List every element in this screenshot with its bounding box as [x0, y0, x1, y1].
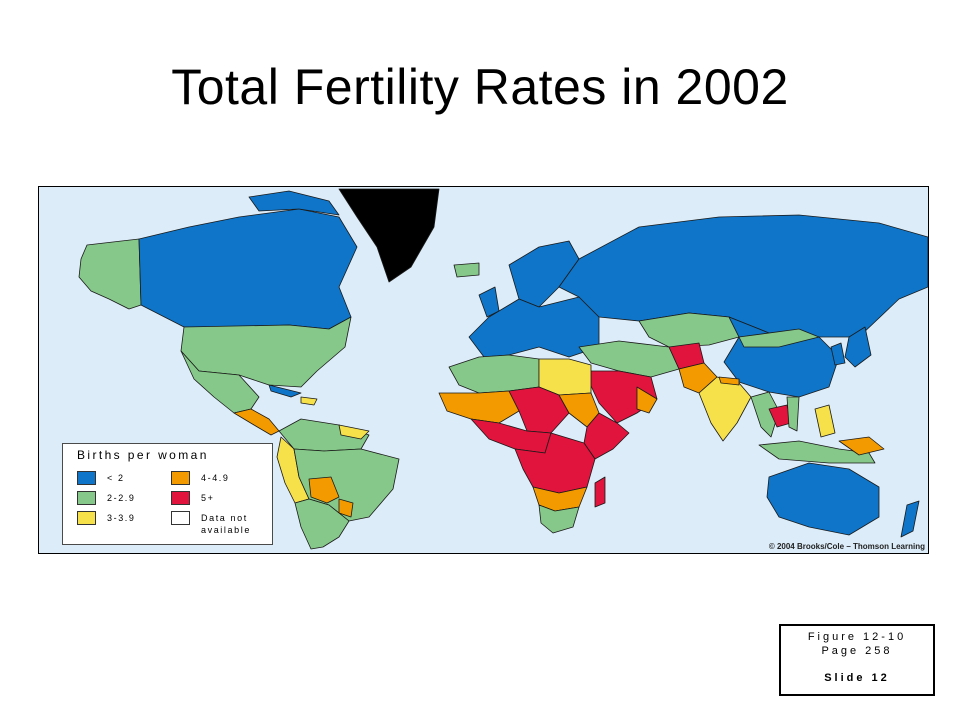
region-southern-cone: [294, 498, 350, 550]
slide-number: Slide 12: [824, 672, 890, 684]
legend-label-moderate: 3-3.9: [107, 513, 136, 523]
legend-swatch-no-data: [171, 511, 190, 525]
region-caribbean: [300, 396, 318, 406]
region-alaska: [78, 238, 142, 310]
page-number: Page 258: [821, 645, 893, 657]
map-legend: Births per woman < 2 4-4.9 2-2.9 5+ 3-3.…: [62, 443, 273, 545]
figure-number: Figure 12-10: [807, 631, 907, 643]
legend-label-low: < 2: [107, 473, 125, 483]
region-paraguay: [338, 498, 354, 518]
legend-swatch-moderate: [77, 511, 96, 525]
legend-swatch-replacement: [77, 491, 96, 505]
region-nepal: [718, 376, 740, 386]
legend-swatch-high: [171, 471, 190, 485]
region-guyana: [338, 424, 370, 440]
legend-label-high: 4-4.9: [201, 473, 230, 483]
legend-swatch-very-high: [171, 491, 190, 505]
slide-title: Total Fertility Rates in 2002: [171, 59, 789, 115]
region-philippines: [814, 404, 836, 438]
region-turkey-iran: [578, 340, 680, 378]
region-indonesia: [758, 440, 876, 464]
region-russia: [558, 214, 928, 338]
region-sahel-west: [438, 390, 520, 424]
region-new-zealand: [900, 500, 920, 538]
region-cuba: [268, 384, 302, 398]
region-brazil: [293, 448, 400, 522]
legend-label-no-data: Data not available: [201, 513, 251, 535]
region-india: [698, 376, 752, 442]
region-mongolia: [738, 328, 820, 348]
legend-title: Births per woman: [77, 448, 209, 462]
region-canada: [138, 208, 358, 330]
world-fertility-map: Births per woman < 2 4-4.9 2-2.9 5+ 3-3.…: [38, 186, 929, 554]
region-korea: [830, 342, 846, 366]
region-oman: [636, 386, 658, 414]
region-greenland: [338, 188, 440, 283]
region-south-africa: [538, 504, 580, 534]
region-sahel-central: [508, 386, 570, 434]
region-congo-basin: [514, 432, 596, 494]
region-morocco-algeria: [448, 354, 540, 394]
region-madagascar: [594, 476, 606, 508]
region-central-america: [233, 408, 280, 436]
region-kazakhstan: [638, 312, 740, 348]
region-libya-egypt: [538, 358, 592, 396]
region-myanmar-thailand: [750, 391, 780, 438]
region-australia: [766, 462, 880, 536]
region-vietnam: [786, 396, 800, 432]
region-iceland: [453, 262, 480, 278]
world-map-graphic: [78, 188, 928, 550]
legend-label-very-high: 5+: [201, 493, 215, 503]
figure-reference-box: Figure 12-10 Page 258 Slide 12: [779, 624, 935, 696]
region-japan: [844, 326, 872, 368]
region-arctic-islands: [248, 190, 340, 216]
region-papua: [838, 436, 885, 456]
copyright-notice: © 2004 Brooks/Cole – Thomson Learning: [768, 542, 925, 551]
legend-swatch-low: [77, 471, 96, 485]
legend-label-replacement: 2-2.9: [107, 493, 136, 503]
region-bolivia: [308, 476, 340, 504]
